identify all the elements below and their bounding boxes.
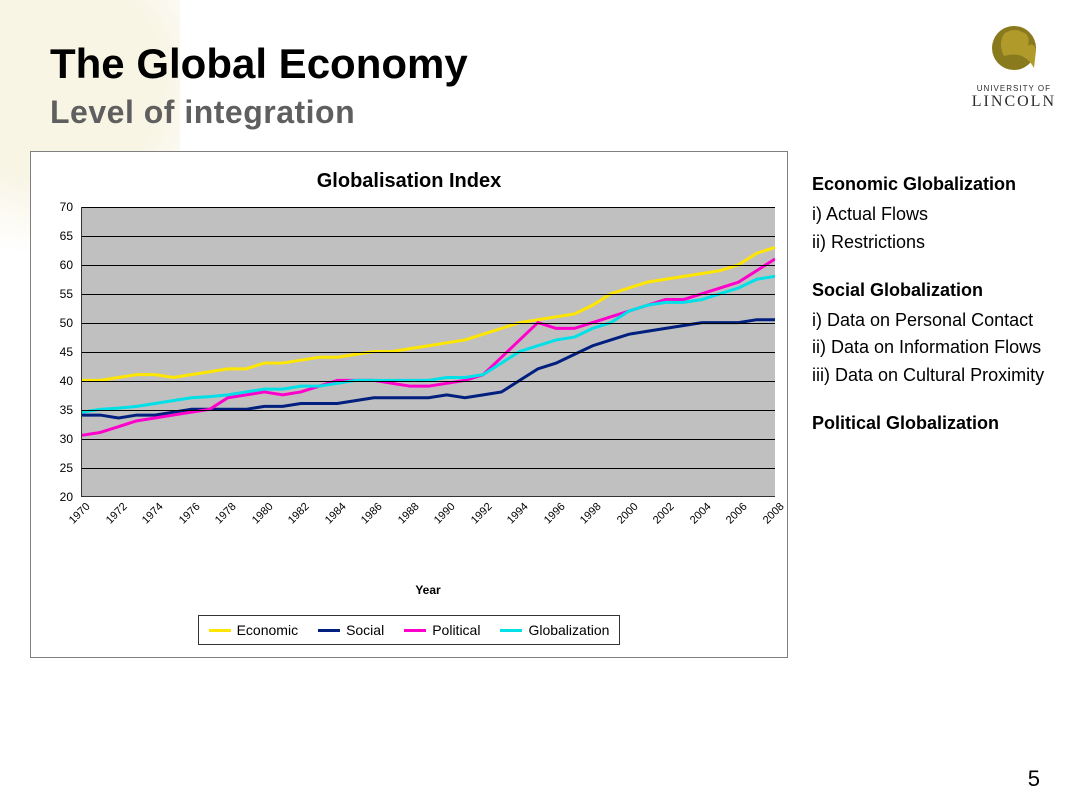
legend-label: Globalization [528, 622, 609, 638]
gridline [82, 468, 775, 469]
y-tick: 65 [60, 229, 73, 243]
slide-title: The Global Economy [50, 40, 1030, 88]
x-tick: 2006 [724, 501, 750, 527]
plot-area [81, 207, 775, 497]
x-tick: 1980 [249, 501, 275, 527]
gridline [82, 439, 775, 440]
x-axis: 1970197219741976197819801982198419861988… [81, 497, 775, 541]
series-line [82, 320, 775, 418]
x-tick: 1982 [286, 501, 312, 527]
y-tick: 40 [60, 374, 73, 388]
gridline [82, 323, 775, 324]
gridline [82, 265, 775, 266]
x-tick: 2004 [688, 501, 714, 527]
slide-header: The Global Economy Level of integration [0, 0, 1080, 151]
gridline [82, 381, 775, 382]
x-tick: 1970 [67, 501, 93, 527]
series-line [82, 247, 775, 380]
x-tick: 1984 [323, 501, 349, 527]
chart-container: Globalisation Index 20 25 30 35 40 45 50 55 60 65… [30, 151, 788, 658]
gridline [82, 352, 775, 353]
gridline [82, 410, 775, 411]
legend-label: Economic [237, 622, 298, 638]
x-tick: 1996 [542, 501, 568, 527]
x-tick: 2000 [615, 501, 641, 527]
sidebar-heading: Economic Globalization [812, 171, 1050, 199]
y-tick: 45 [60, 345, 73, 359]
sidebar-heading: Social Globalization [812, 277, 1050, 305]
x-tick: 1978 [213, 501, 239, 527]
legend-item: Economic [209, 622, 298, 638]
x-tick: 1988 [396, 501, 422, 527]
sidebar-item: ii) Restrictions [812, 229, 1050, 257]
legend-item: Social [318, 622, 384, 638]
y-tick: 35 [60, 403, 73, 417]
y-axis: 2025303540455055606570 [43, 207, 79, 497]
legend-swatch [209, 629, 231, 632]
legend-swatch [404, 629, 426, 632]
x-axis-label: Year [81, 583, 775, 597]
y-tick: 25 [60, 461, 73, 475]
gridline [82, 236, 775, 237]
sidebar-notes: Economic Globalizationi) Actual Flowsii)… [812, 151, 1050, 658]
sidebar-item: ii) Data on Information Flows [812, 334, 1050, 362]
gridline [82, 294, 775, 295]
legend-label: Political [432, 622, 480, 638]
x-tick: 1972 [103, 501, 129, 527]
y-tick: 55 [60, 287, 73, 301]
sidebar-heading: Political Globalization [812, 410, 1050, 438]
y-tick: 50 [60, 316, 73, 330]
chart-legend: Economic Social Political Globalization [198, 615, 621, 645]
slide-subtitle: Level of integration [50, 94, 1030, 131]
sidebar-item: i) Data on Personal Contact [812, 307, 1050, 335]
x-tick: 1994 [505, 501, 531, 527]
sidebar-item: iii) Data on Cultural Proximity [812, 362, 1050, 390]
gridline [82, 207, 775, 208]
legend-item: Political [404, 622, 480, 638]
x-tick: 1998 [578, 501, 604, 527]
chart-title: Globalisation Index [43, 170, 775, 193]
y-tick: 30 [60, 432, 73, 446]
x-tick: 2008 [761, 501, 787, 527]
x-tick: 1992 [469, 501, 495, 527]
y-tick: 20 [60, 490, 73, 504]
x-tick: 1974 [140, 501, 166, 527]
y-tick: 70 [60, 200, 73, 214]
legend-swatch [500, 629, 522, 632]
x-tick: 1990 [432, 501, 458, 527]
x-tick: 2002 [651, 501, 677, 527]
y-tick: 60 [60, 258, 73, 272]
x-tick: 1986 [359, 501, 385, 527]
page-number: 5 [1028, 766, 1040, 792]
x-tick: 1976 [176, 501, 202, 527]
legend-label: Social [346, 622, 384, 638]
legend-swatch [318, 629, 340, 632]
legend-item: Globalization [500, 622, 609, 638]
sidebar-item: i) Actual Flows [812, 201, 1050, 229]
